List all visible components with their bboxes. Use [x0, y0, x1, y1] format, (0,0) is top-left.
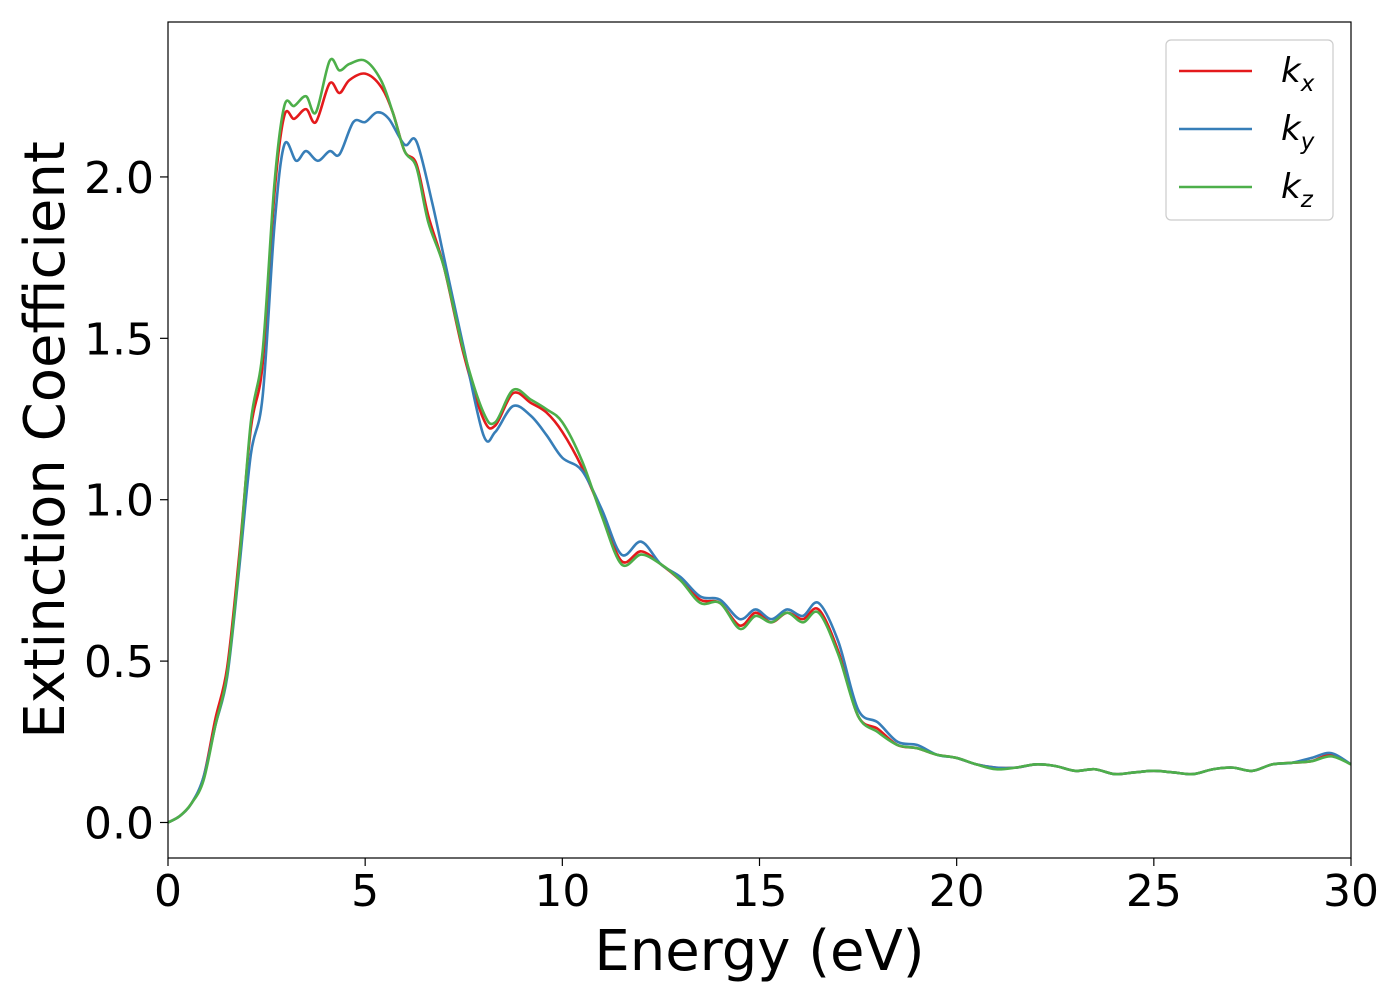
y-axis-ticks: 0.0 0.5 1.0 1.5 2.0	[84, 153, 168, 849]
legend-label-subscript: z	[1300, 187, 1314, 213]
legend-label-main: k	[1281, 167, 1302, 207]
legend-label-subscript: x	[1300, 71, 1315, 97]
series-layer	[167, 57, 1352, 824]
y-tick-label: 0.0	[84, 798, 154, 849]
legend-label-main: k	[1281, 51, 1302, 91]
x-tick-label: 20	[929, 866, 985, 917]
x-tick-label: 15	[732, 866, 788, 917]
x-tick-label: 0	[154, 866, 182, 917]
x-tick-label: 25	[1126, 866, 1182, 917]
legend-label-main: k	[1281, 109, 1302, 149]
series-line-z	[167, 57, 1352, 824]
y-tick-label: 1.0	[84, 476, 154, 527]
x-tick-label: 5	[351, 866, 379, 917]
x-tick-label: 10	[534, 866, 590, 917]
legend-label-x: kx	[1281, 51, 1315, 97]
x-axis-title: Energy (eV)	[594, 919, 924, 984]
legend-label-subscript: y	[1300, 129, 1315, 155]
y-axis-title: Extinction Coefficient	[13, 141, 78, 739]
y-tick-label: 0.5	[84, 637, 154, 688]
legend-label-y: ky	[1281, 109, 1315, 155]
x-axis-ticks: 0 5 10 15 20 25 30	[154, 858, 1379, 917]
y-tick-label: 1.5	[84, 314, 154, 365]
legend-label-z: kz	[1281, 167, 1314, 213]
x-tick-label: 30	[1323, 866, 1379, 917]
y-tick-label: 2.0	[84, 153, 154, 204]
